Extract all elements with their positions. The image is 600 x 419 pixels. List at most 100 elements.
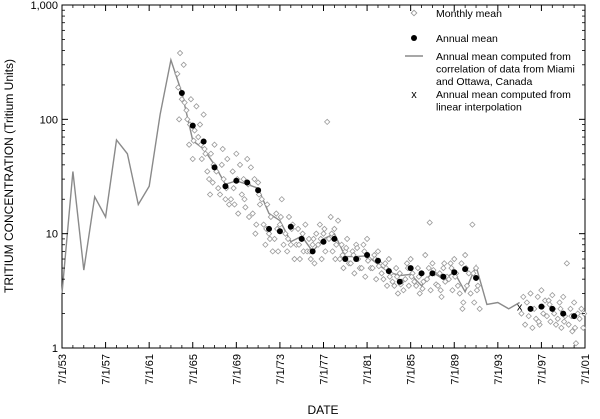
monthly-mean-point [255,191,263,198]
monthly-mean-point [396,270,403,277]
monthly-mean-point [271,235,278,243]
monthly-mean-point [201,145,208,153]
monthly-mean-point [554,315,561,322]
monthly-mean-point [442,278,449,285]
monthly-mean-point [351,270,358,277]
monthly-mean-point [230,185,237,192]
monthly-mean-point [392,264,400,272]
monthly-mean-point [459,305,466,313]
monthly-mean-point [280,241,287,248]
legend-label: Annual mean computed from linear interpol… [436,89,571,114]
monthly-mean-point [440,264,447,272]
annual-mean-point [222,183,229,190]
annual-mean-point [298,235,305,242]
monthly-mean-point [546,301,553,308]
monthly-mean-point [307,255,314,263]
monthly-mean-point [461,251,469,259]
legend-circle-icon [411,35,417,41]
monthly-mean-point [219,145,226,153]
monthly-mean-point [465,270,472,277]
monthly-mean-point [570,299,578,306]
annual-mean-point [549,305,556,312]
monthly-mean-point [385,255,393,263]
monthly-mean-point [445,275,453,283]
monthly-mean-point [320,230,327,237]
monthly-mean-point [523,299,531,306]
monthly-mean-point [369,264,376,272]
monthly-mean-point [185,141,193,148]
monthly-mean-point [305,235,313,243]
monthly-mean-point [204,168,211,175]
monthly-mean-point [383,282,391,289]
monthly-mean-point [360,241,367,248]
monthly-mean-point [456,290,463,297]
monthly-mean-point [538,287,545,294]
monthly-mean-point [294,225,302,233]
annual-mean-point [429,270,436,277]
legend-label: Monthly mean [436,8,502,20]
monthly-mean-point [534,293,541,301]
monthly-mean-point [313,230,320,237]
monthly-mean-point [310,235,317,243]
x-tick-label: 7/1/97 [536,354,548,385]
monthly-mean-point [333,241,340,248]
interpolated-layer: x [517,302,523,314]
monthly-mean-point [274,248,282,255]
monthly-mean-point [578,305,585,313]
annual-mean-point [407,265,414,272]
x-axis-title: DATE [307,403,338,417]
legend-x-icon: x [411,89,417,101]
monthly-mean-point [193,103,200,110]
monthly-mean-point [178,96,186,103]
legend-label-line: and Ottawa, Canada [436,76,532,88]
monthly-mean-point [249,210,256,217]
monthly-mean-point [419,285,426,292]
monthly-mean-point [252,230,259,237]
monthly-mean-point [340,264,347,272]
monthly-mean-point [527,290,534,297]
monthly-mean-point [476,305,483,313]
monthly-mean-point [550,310,558,317]
annual-mean-point [200,138,207,145]
monthly-mean-point [386,273,393,280]
x-tick-label: 7/1/61 [144,354,156,385]
annual-mean-point [309,248,316,255]
monthly-mean-point [189,155,196,163]
monthly-mean-point [285,213,293,221]
monthly-mean-point [247,164,255,171]
monthly-mean-point [393,273,401,280]
monthly-mean-point [202,150,209,157]
monthly-mean-point [449,287,456,294]
monthly-mean-point [353,244,361,252]
monthly-mean-point [448,264,455,272]
monthly-mean-point [242,204,249,211]
monthly-mean-point [427,287,434,294]
monthly-mean-point [200,111,207,118]
monthly-mean-point [363,235,371,243]
monthly-mean-point [269,248,276,255]
monthly-mean-point [437,287,444,294]
monthly-mean-point [429,260,436,267]
monthly-mean-point [245,213,253,221]
monthly-mean-point [474,282,482,289]
monthly-mean-point [374,248,382,255]
monthly-mean-point [403,260,411,267]
monthly-mean-point [218,161,225,168]
annual-mean-point [560,310,567,317]
monthly-mean-point [238,191,245,198]
monthly-mean-point [284,248,291,255]
annual-mean-point [418,270,425,277]
monthly-mean-point [256,201,264,208]
annual-mean-point [266,225,273,232]
monthly-mean-point [211,141,218,148]
monthly-mean-point [342,248,349,255]
monthly-mean-point [378,270,385,277]
monthly-mean-point [425,264,432,272]
monthly-mean-point [235,210,242,217]
monthly-mean-point [412,282,420,289]
monthly-mean-point [276,221,284,228]
monthly-mean-point [181,99,188,106]
monthly-mean-point [414,264,422,272]
monthly-mean-point [552,321,560,328]
monthly-mean-point [329,248,336,255]
